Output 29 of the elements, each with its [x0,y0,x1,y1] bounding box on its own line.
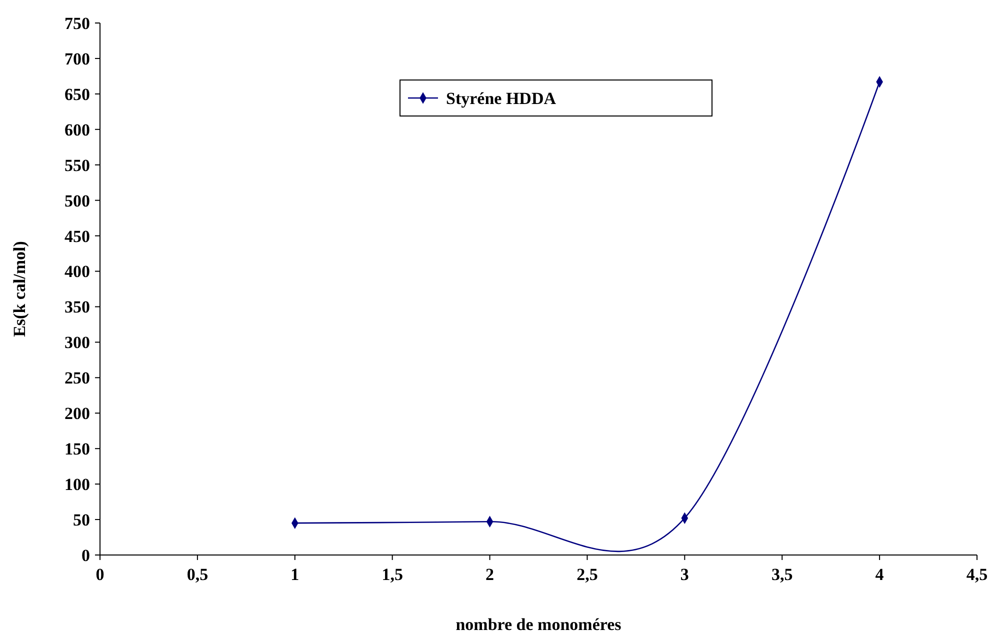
x-tick-label: 4,5 [966,565,988,584]
y-tick-label: 500 [64,191,90,210]
y-tick-label: 350 [64,298,90,317]
y-tick-label: 0 [82,546,90,565]
x-axis-title: nombre de monoméres [456,615,622,634]
y-axis-title: Es(k cal/mol) [10,241,29,337]
x-tick-label: 2,5 [576,565,598,584]
y-tick-label: 600 [64,120,90,140]
x-tick-label: 0 [96,565,104,584]
y-tick-label: 550 [64,156,90,175]
x-tick-label: 2 [486,565,494,584]
y-tick-label: 100 [64,475,90,494]
y-tick-label: 150 [64,440,90,459]
x-tick-label: 3,5 [771,565,793,584]
y-tick-label: 300 [64,333,90,352]
y-tick-label: 250 [64,368,90,388]
x-tick-label: 4 [875,565,884,584]
y-tick-label: 400 [64,262,90,282]
x-tick-label: 1,5 [382,565,403,584]
y-tick-label: 200 [64,404,90,424]
legend-label: Styréne HDDA [446,88,557,108]
x-tick-label: 0,5 [186,565,208,584]
x-tick-label: 1 [290,565,300,584]
x-tick-label: 3 [680,565,689,584]
y-tick-label: 450 [64,226,90,246]
y-tick-label: 50 [73,510,90,530]
y-tick-label: 650 [64,84,90,104]
y-tick-label: 700 [64,49,90,68]
y-tick-label: 750 [64,14,90,33]
